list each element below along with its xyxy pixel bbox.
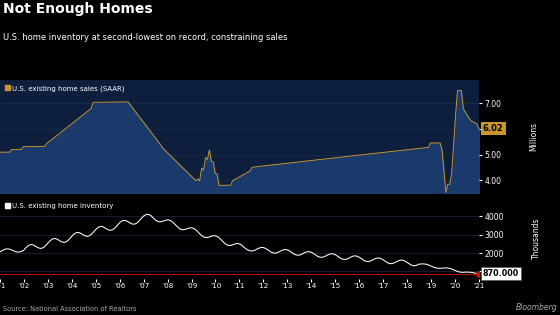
Y-axis label: Millions: Millions: [529, 122, 538, 151]
Text: 6.02: 6.02: [483, 124, 503, 133]
Text: 870.000: 870.000: [483, 269, 519, 278]
Text: U.S. home inventory at second-lowest on record, constraining sales: U.S. home inventory at second-lowest on …: [3, 33, 287, 42]
Y-axis label: Thousands: Thousands: [531, 218, 540, 259]
Text: Source: National Association of Realtors: Source: National Association of Realtors: [3, 306, 136, 312]
Legend: U.S. existing home sales (SAAR): U.S. existing home sales (SAAR): [3, 84, 127, 93]
Text: Not Enough Homes: Not Enough Homes: [3, 2, 152, 15]
Legend: U.S. existing home inventory: U.S. existing home inventory: [3, 202, 115, 210]
Text: Bloomberg: Bloomberg: [516, 303, 557, 312]
